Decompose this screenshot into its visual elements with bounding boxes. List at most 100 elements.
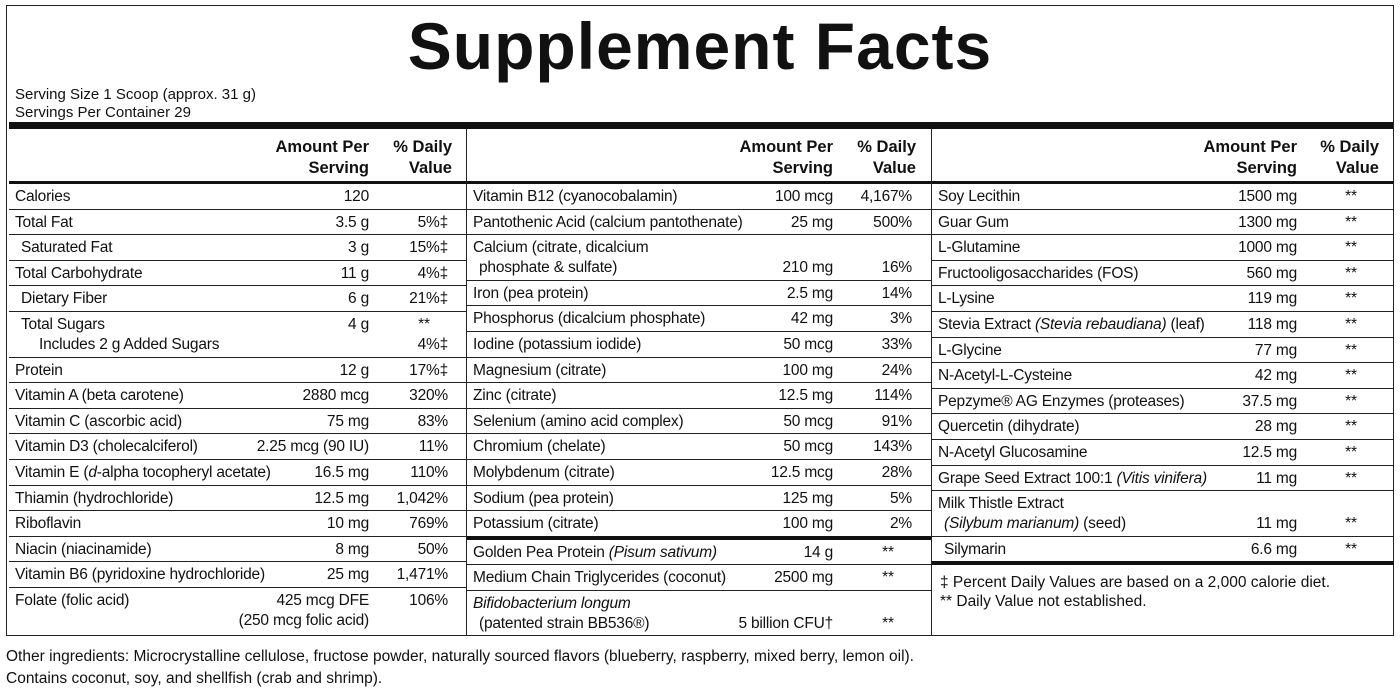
footnote: ** Daily Value not established. (940, 593, 1147, 611)
servings-per-container: Servings Per Container 29 (15, 104, 191, 121)
nutrient-row: Total Carbohydrate 11 g 4%‡ (9, 261, 466, 287)
nutrient-row: Vitamin E (d-alpha tocopheryl acetate) 16… (9, 460, 466, 486)
row-line: phosphate & sulfate) 210 mg 16% (467, 258, 932, 278)
column-header: Amount Per Serving % Daily Value (932, 129, 1394, 184)
nutrient-name: Pantothenic Acid (calcium pantothenate) (473, 213, 743, 231)
amount: 11 mg (1256, 469, 1297, 487)
row-line: Iodine (potassium iodide) 50 mcg 33% (467, 335, 932, 355)
nutrient-name: Chromium (chelate) (473, 438, 606, 456)
amount: 100 mg (782, 515, 834, 533)
row-line: Molybdenum (citrate) 12.5 mcg 28% (467, 463, 932, 483)
row-line: Quercetin (dihydrate) 28 mg ** (932, 417, 1394, 437)
daily-value: 769% (409, 515, 448, 533)
text-segment: (Vitis vinifera) (1116, 469, 1208, 487)
daily-value: 50% (417, 540, 449, 558)
amount: 12.5 mg (778, 387, 833, 405)
nutrient-row: Soy Lecithin 1500 mg ** (932, 184, 1394, 210)
text-segment: Bifidobacterium longum (473, 594, 631, 612)
daily-value: 91% (881, 412, 913, 430)
amount: 77 mg (1254, 341, 1297, 359)
header-line: Serving (772, 159, 833, 177)
row-line: Sodium (pea protein) 125 mg 5% (467, 489, 932, 509)
daily-value: 320% (409, 387, 448, 405)
daily-value: ** (1345, 239, 1357, 257)
text-segment: (seed) (1079, 515, 1126, 533)
facts-column: Amount Per Serving % Daily Value Calories 120… (9, 129, 466, 635)
daily-value: ** (1345, 213, 1357, 231)
nutrient-row: Phosphorus (dicalcium phosphate) 42 mg 3% (467, 306, 932, 332)
amount: 42 mg (1254, 367, 1297, 385)
nutrient-row: Bifidobacterium longum (patented strain B… (467, 591, 932, 636)
amount: 42 mg (790, 310, 833, 328)
row-line: N-Acetyl Glucosamine 12.5 mg ** (932, 443, 1394, 463)
nutrient-row: Iron (pea protein) 2.5 mg 14% (467, 281, 932, 307)
amount: 10 mg (326, 515, 369, 533)
other-ingredients: Other ingredients: Microcrystalline cell… (6, 648, 914, 665)
amount: 119 mg (1247, 290, 1298, 308)
daily-value: 143% (873, 438, 912, 456)
header-line: Serving (308, 159, 369, 177)
nutrient-name: Fructooligosaccharides (FOS) (938, 264, 1139, 282)
nutrient-row: Sodium (pea protein) 125 mg 5% (467, 486, 932, 512)
nutrient-row: Vitamin D3 (cholecalciferol) 2.25 mcg (90… (9, 434, 466, 460)
nutrient-name: Vitamin A (beta carotene) (15, 387, 184, 405)
nutrient-name: (patented strain BB536®) (479, 614, 650, 632)
amount: 16.5 mg (314, 463, 369, 481)
row-line: Medium Chain Triglycerides (coconut) 2500… (467, 568, 932, 588)
daily-value: 83% (417, 412, 449, 430)
nutrient-row: Iodine (potassium iodide) 50 mcg 33% (467, 332, 932, 358)
amount: 11 g (340, 264, 369, 282)
daily-value: 28% (881, 463, 913, 481)
row-line: Stevia Extract (Stevia rebaudiana) (leaf… (932, 315, 1394, 335)
nutrient-row: Pantothenic Acid (calcium pantothenate) 2… (467, 210, 932, 236)
nutrient-row: Calcium (citrate, dicalcium phosphate & s… (467, 235, 932, 281)
daily-value: ** (1345, 290, 1357, 308)
nutrient-name: Stevia Extract (Stevia rebaudiana) (leaf… (938, 315, 1205, 335)
nutrient-name: Iron (pea protein) (473, 284, 589, 302)
row-line: Bifidobacterium longum (467, 594, 932, 614)
daily-value: 11% (418, 438, 448, 456)
nutrient-row: Stevia Extract (Stevia rebaudiana) (leaf… (932, 312, 1394, 338)
thick-rule (9, 122, 1393, 129)
amount: 560 mg (1246, 264, 1298, 282)
nutrient-name: Dietary Fiber (21, 290, 108, 308)
amount: 2.5 mg (786, 284, 833, 302)
amount: 1000 mg (1238, 239, 1297, 257)
row-line: Dietary Fiber 6 g 21%‡ (9, 289, 466, 309)
row-line: Total Fat 3.5 g 5%‡ (9, 213, 466, 233)
row-line: Vitamin B6 (pyridoxine hydrochloride) 25 … (9, 565, 466, 585)
row-line: Riboflavin 10 mg 769% (9, 514, 466, 534)
nutrient-row: Grape Seed Extract 100:1 (Vitis vinifera… (932, 466, 1394, 492)
amount: 4 g (348, 315, 369, 333)
nutrient-name: Vitamin D3 (cholecalciferol) (15, 438, 198, 456)
row-line: Vitamin D3 (cholecalciferol) 2.25 mcg (90… (9, 437, 466, 457)
nutrient-name: Quercetin (dihydrate) (938, 418, 1080, 436)
daily-value: ** (1345, 540, 1357, 558)
nutrient-row: Vitamin C (ascorbic acid) 75 mg 83% (9, 409, 466, 435)
nutrient-row: Silymarin 6.6 mg ** (932, 537, 1394, 562)
row-line: N-Acetyl-L-Cysteine 42 mg ** (932, 366, 1394, 386)
daily-value: ** (1345, 515, 1357, 533)
nutrient-row: Medium Chain Triglycerides (coconut) 2500… (467, 565, 932, 591)
facts-column: Amount Per Serving % Daily Value Vitamin B12… (466, 129, 932, 635)
daily-value: 4,167% (860, 188, 913, 205)
row-line: Silymarin 6.6 mg ** (932, 540, 1394, 560)
amount-header: Amount Per Serving (739, 137, 833, 179)
amount-header: Amount Per Serving (275, 137, 369, 179)
nutrient-row: Potassium (citrate) 100 mg 2% (467, 511, 932, 536)
text-segment: (Silybum marianum) (944, 515, 1080, 533)
row-line: Vitamin E (d-alpha tocopheryl acetate) 16… (9, 463, 466, 483)
daily-value: 5%‡ (417, 213, 449, 231)
row-line: (patented strain BB536®) 5 billion CFU† ** (467, 614, 932, 634)
amount: 50 mcg (783, 412, 833, 430)
header-line: % Daily (393, 138, 452, 156)
row-line: Guar Gum 1300 mg ** (932, 213, 1394, 233)
row-line: L-Glutamine 1000 mg ** (932, 238, 1394, 258)
nutrient-name: Calcium (citrate, dicalcium (473, 239, 649, 257)
row-line: Zinc (citrate) 12.5 mg 114% (467, 386, 932, 406)
amount: 120 (343, 188, 369, 205)
text-segment: Stevia Extract (938, 315, 1035, 333)
amount: 1500 mg (1238, 188, 1297, 205)
header-line: Serving (1236, 159, 1297, 177)
